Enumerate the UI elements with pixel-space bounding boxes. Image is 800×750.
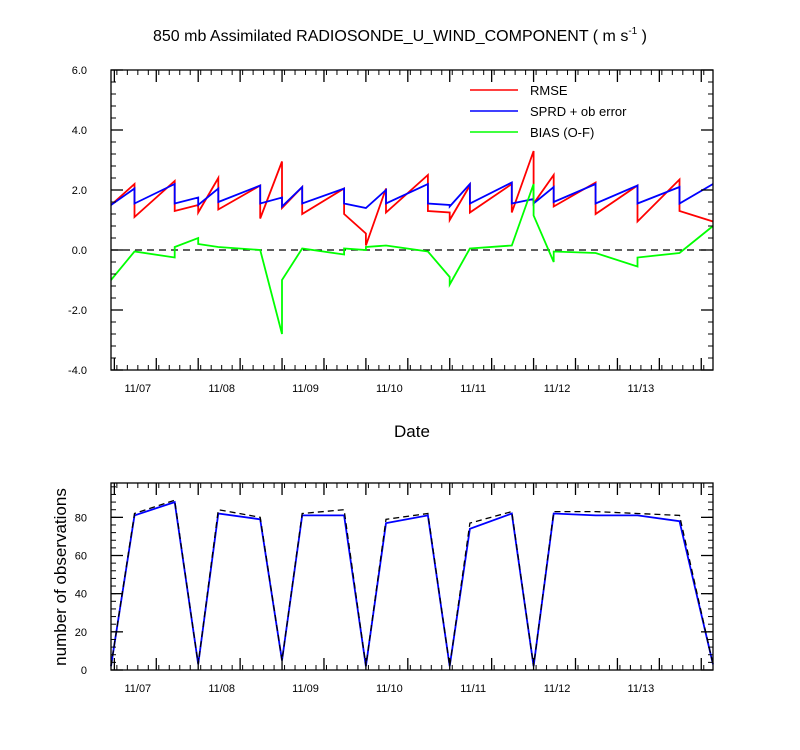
top-x-tick-label: 11/08 bbox=[208, 383, 235, 395]
bottom-x-tick-label: 11/07 bbox=[124, 683, 151, 695]
top-x-tick-label: 11/12 bbox=[544, 383, 571, 395]
top-y-tick-label: 2.0 bbox=[72, 185, 87, 197]
legend-label-rmse: RMSE bbox=[530, 83, 568, 98]
top-series-line-sprd-ob-error bbox=[110, 181, 714, 209]
top-x-tick-label: 11/11 bbox=[460, 383, 486, 395]
y-axis-title: number of observations bbox=[51, 488, 70, 666]
bottom-y-tick-label: 20 bbox=[75, 627, 87, 639]
bottom-x-tick-label: 11/08 bbox=[208, 683, 235, 695]
bottom-plot-frame bbox=[110, 482, 714, 671]
top-series-line-rmse bbox=[110, 150, 714, 246]
bottom-y-tick-label: 60 bbox=[75, 551, 87, 563]
top-series-line-bias-o-f bbox=[110, 183, 714, 335]
bottom-x-tick-label: 11/13 bbox=[628, 683, 655, 695]
legend-label-bias: BIAS (O-F) bbox=[530, 125, 594, 140]
top-y-tick-label: 4.0 bbox=[72, 125, 87, 137]
top-plot: 11/07 11/08 11/09 11/10 11/11 11/12 11/13 -4.0 -… bbox=[68, 65, 714, 441]
top-plot-marks bbox=[110, 150, 714, 335]
top-x-tick-label: 11/10 bbox=[376, 383, 403, 395]
bottom-y-tick-label: 0 bbox=[81, 665, 87, 677]
top-x-tick-label: 11/13 bbox=[628, 383, 655, 395]
bottom-y-tick-label: 40 bbox=[75, 589, 87, 601]
top-x-tick-label: 11/07 bbox=[124, 383, 151, 395]
top-plot-ticks: 11/07 11/08 11/09 11/10 11/11 11/12 11/13 -4.0 -… bbox=[68, 65, 713, 395]
bottom-x-tick-label: 11/11 bbox=[460, 683, 486, 695]
top-x-tick-label: 11/09 bbox=[292, 383, 319, 395]
top-y-tick-label: 6.0 bbox=[72, 65, 87, 77]
chart-title: 850 mb Assimilated RADIOSONDE_U_WIND_COM… bbox=[153, 26, 647, 45]
bottom-series-line-2 bbox=[110, 499, 714, 667]
bottom-plot: 11/07 11/08 11/09 11/10 11/11 11/12 11/13 0 20 40… bbox=[51, 482, 714, 695]
bottom-x-tick-label: 11/09 bbox=[292, 683, 319, 695]
bottom-x-tick-label: 11/12 bbox=[544, 683, 571, 695]
legend: RMSE SPRD + ob error BIAS (O-F) bbox=[470, 83, 627, 140]
bottom-plot-ticks: 11/07 11/08 11/09 11/10 11/11 11/12 11/13 0 20 40… bbox=[75, 483, 713, 695]
legend-label-sprd: SPRD + ob error bbox=[530, 104, 627, 119]
top-y-tick-label: 0.0 bbox=[72, 245, 87, 257]
bottom-x-tick-label: 11/10 bbox=[376, 683, 403, 695]
top-plot-frame bbox=[110, 69, 714, 371]
top-y-tick-label: -4.0 bbox=[68, 365, 87, 377]
bottom-plot-marks bbox=[110, 499, 714, 667]
x-axis-title: Date bbox=[394, 422, 430, 441]
bottom-y-tick-label: 80 bbox=[75, 512, 87, 524]
top-y-tick-label: -2.0 bbox=[68, 305, 87, 317]
